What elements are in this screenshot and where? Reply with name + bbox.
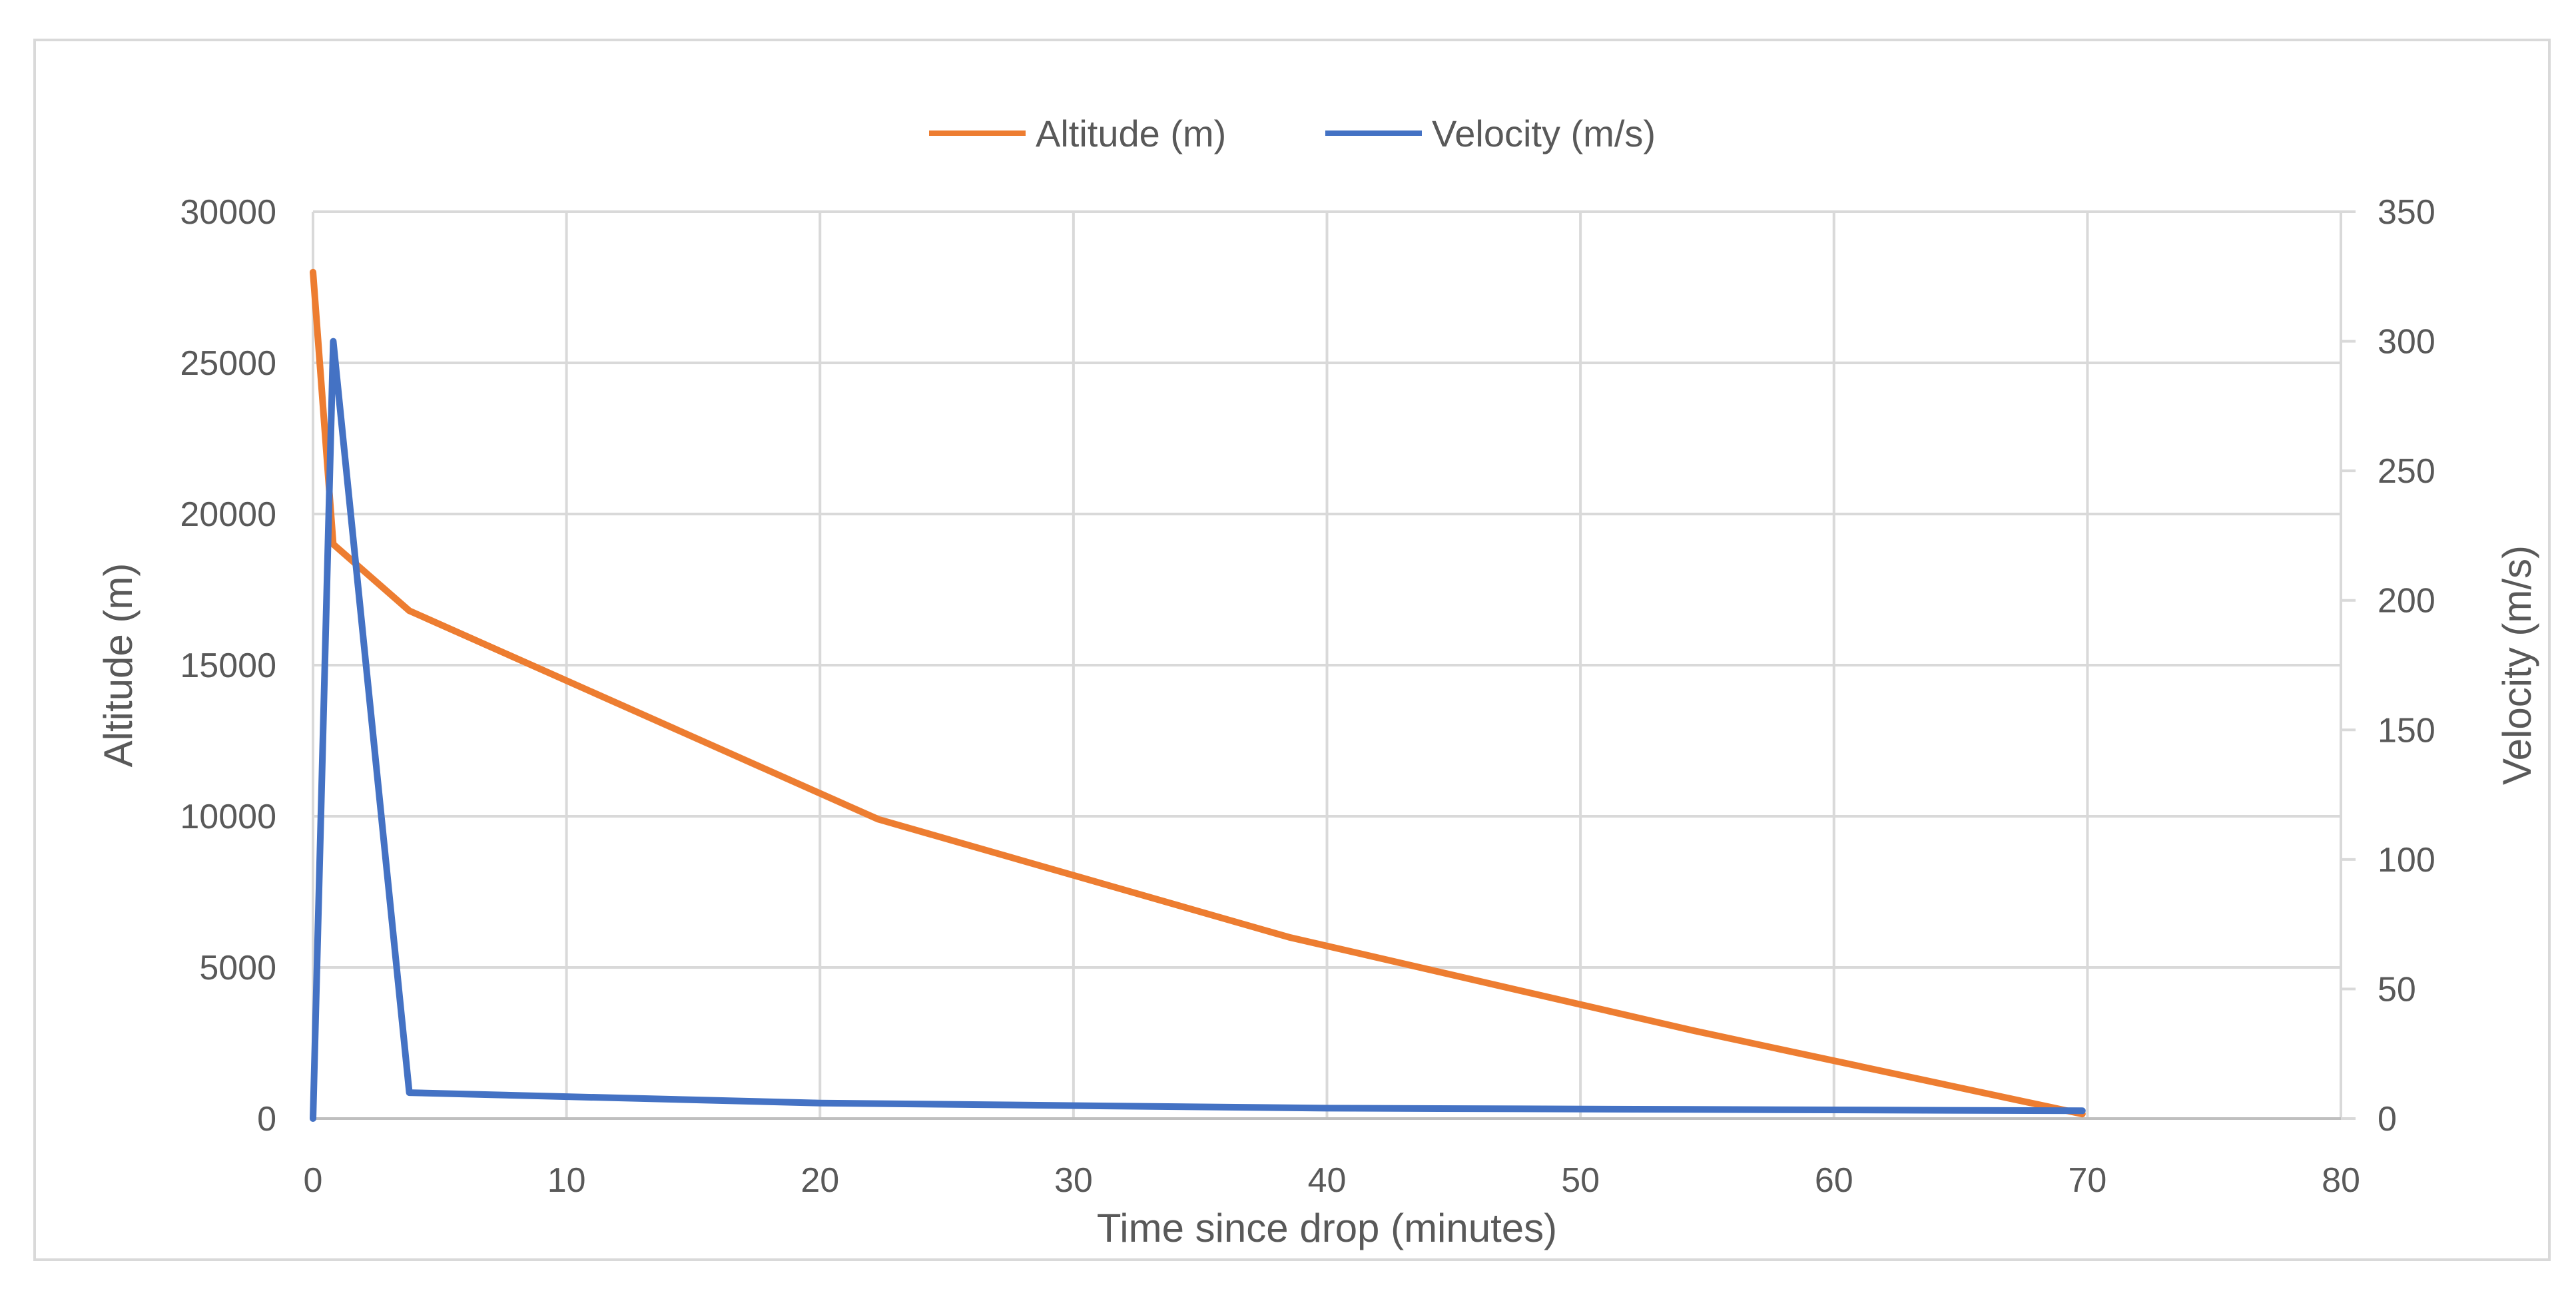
y2-tick-label: 200	[2378, 582, 2435, 621]
legend-label-altitude: Altitude (m)	[1036, 113, 1226, 154]
series-line-velocity	[310, 338, 2086, 1122]
axes	[313, 210, 2356, 1120]
gridlines	[312, 210, 2342, 1120]
tick-labels: 0 10 20 30 40 50 60 70 80 0 5000 10000 15000 20000 250…	[180, 193, 2435, 1200]
x-tick-label: 40	[1308, 1161, 1347, 1200]
y-tick-label: 10000	[180, 798, 276, 836]
x-tick-label: 0	[304, 1161, 323, 1200]
y-tick-label: 0	[257, 1100, 276, 1139]
y-axis-title: Altitude (m)	[96, 563, 141, 768]
y2-tick-label: 350	[2378, 193, 2435, 232]
y2-tick-label: 0	[2378, 1100, 2397, 1139]
y2-tick-label: 300	[2378, 323, 2435, 362]
legend: Altitude (m) Velocity (m/s)	[929, 113, 1656, 154]
chart-frame	[33, 39, 2551, 1261]
x-tick-label: 20	[801, 1161, 839, 1200]
y-tick-label: 25000	[180, 344, 276, 383]
legend-label-velocity: Velocity (m/s)	[1432, 113, 1656, 154]
x-tick-label: 80	[2322, 1161, 2360, 1200]
series-line-altitude	[310, 268, 2086, 1118]
y-tick-label: 30000	[180, 193, 276, 232]
y2-tick-label: 250	[2378, 452, 2435, 491]
y2-tick-label: 150	[2378, 711, 2435, 750]
x-tick-label: 70	[2068, 1161, 2106, 1200]
y-tick-label: 15000	[180, 646, 276, 685]
y-tick-label: 20000	[180, 495, 276, 534]
x-tick-label: 10	[547, 1161, 586, 1200]
x-tick-label: 60	[1815, 1161, 1853, 1200]
series-lines	[310, 268, 2086, 1122]
x-tick-label: 50	[1561, 1161, 1600, 1200]
x-tick-label: 30	[1054, 1161, 1093, 1200]
y2-tick-label: 100	[2378, 841, 2435, 880]
y-tick-label: 5000	[199, 949, 276, 987]
x-axis-title: Time since drop (minutes)	[1097, 1206, 1557, 1250]
y2-axis-title: Velocity (m/s)	[2495, 545, 2539, 785]
y2-tick-label: 50	[2378, 970, 2416, 1009]
